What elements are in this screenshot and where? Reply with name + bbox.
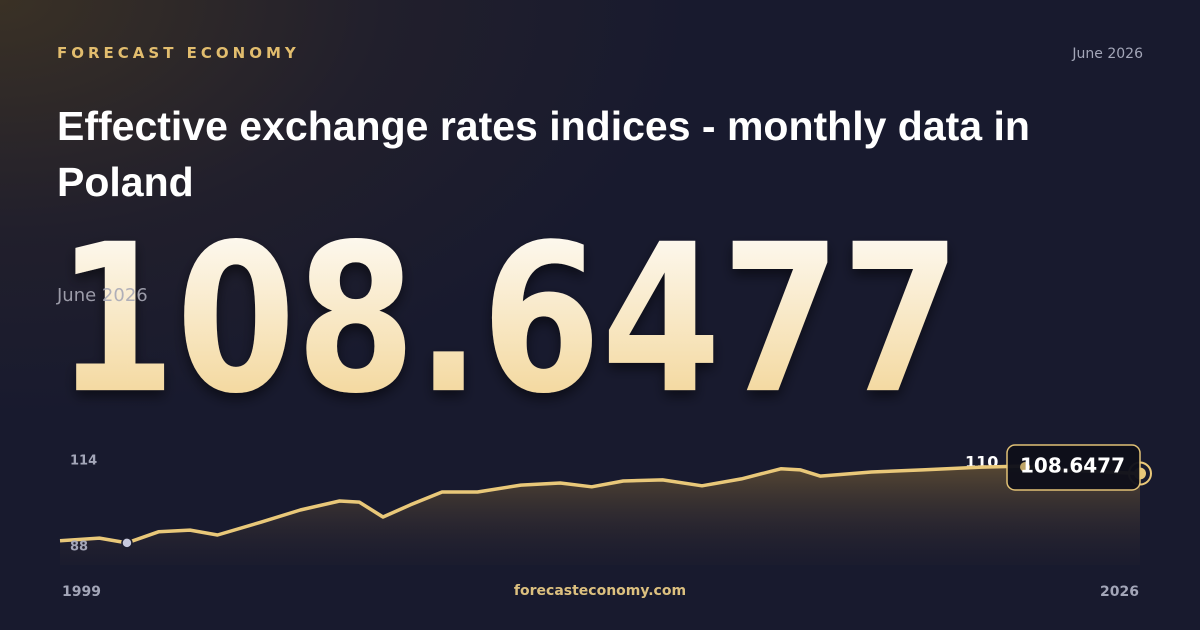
headline-value: 108.6477: [56, 201, 961, 439]
x-tick-label: 2026: [1100, 584, 1139, 600]
y-tick-label: 88: [70, 540, 88, 555]
tooltip-value: 108.6477: [1020, 454, 1125, 478]
tooltip-dot: [1020, 462, 1030, 472]
x-tick-label: 1999: [62, 584, 101, 600]
date: June 2026: [1072, 46, 1143, 62]
area: [60, 466, 1140, 565]
y-tick-label: 114: [70, 454, 97, 469]
footer-link: forecasteconomy.com: [513, 583, 687, 599]
headline-date: June 2026: [56, 285, 148, 306]
line: [59, 464, 1141, 545]
min-marker: [121, 537, 133, 549]
title: Effective exchange rates indices - month…: [57, 103, 1030, 205]
brand: FORECAST ECONOMY: [57, 44, 300, 62]
tooltip-box: [1006, 444, 1141, 491]
